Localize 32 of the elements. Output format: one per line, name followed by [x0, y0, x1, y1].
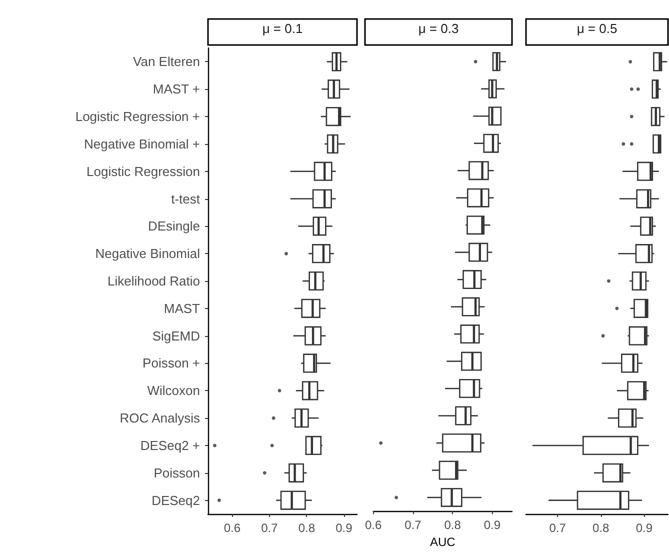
x-tick-label: 0.7 — [549, 521, 566, 535]
y-tick-label: Van Elteren — [133, 54, 200, 70]
y-tick-label: Wilcoxon — [147, 383, 200, 398]
chart-title: μ = 0.5 — [576, 21, 618, 36]
y-tick-label: DESeq2 — [152, 492, 200, 508]
x-tick-label: 0.8 — [592, 521, 610, 535]
x-tick-label: 0.7 — [261, 521, 278, 535]
x-tick-label: 0.8 — [298, 521, 316, 535]
y-tick-label: Logistic Regression — [86, 164, 200, 179]
x-tick-label: 0.7 — [404, 518, 422, 532]
y-tick-label: MAST + — [152, 82, 200, 97]
y-tick-label: t-test — [171, 191, 200, 206]
x-tick-label: 0.6 — [224, 521, 241, 535]
x-tick-label: 0.9 — [636, 521, 653, 535]
x-tick-label: 0.8 — [444, 518, 462, 532]
chart-title: μ = 0.1 — [262, 21, 303, 36]
x-tick-label: 0.6 — [364, 518, 382, 532]
y-tick-label: SigEMD — [152, 328, 200, 344]
chart-title: μ = 0.3 — [418, 21, 459, 36]
x-axis-title: AUC — [430, 535, 456, 549]
y-tick-label: Poisson — [154, 465, 200, 480]
y-tick-label: Negative Binomial — [95, 246, 200, 262]
y-tick-label: DESeq2 + — [140, 438, 200, 453]
y-tick-label: Poisson + — [142, 356, 200, 371]
y-tick-label: ROC Analysis — [120, 410, 200, 426]
y-tick-label: DEsingle — [148, 218, 200, 234]
y-tick-label: MAST — [164, 300, 200, 316]
x-tick-label: 0.9 — [484, 518, 501, 532]
y-tick-label: Negative Binomial + — [84, 136, 200, 152]
y-tick-label: Likelihood Ratio — [107, 274, 200, 288]
x-tick-label: 0.9 — [336, 521, 353, 535]
y-tick-label: Logistic Regression + — [75, 109, 200, 124]
